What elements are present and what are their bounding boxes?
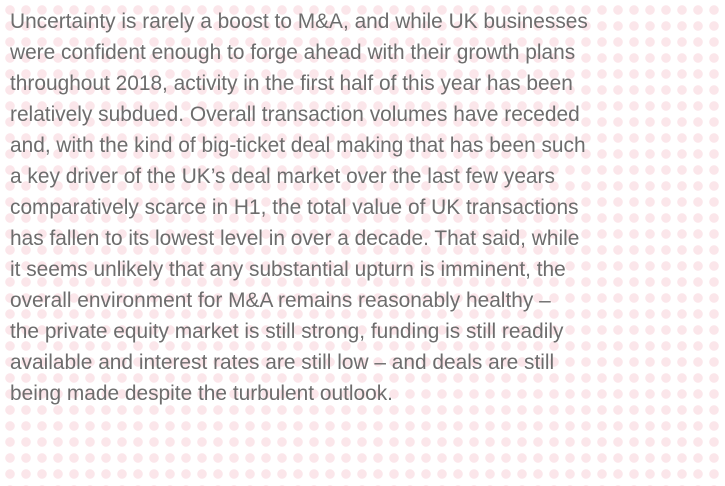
text-line: a key driver of the UK’s deal market ove… bbox=[10, 165, 555, 188]
text-line: it seems unlikely that any substantial u… bbox=[10, 258, 566, 281]
text-line: being made despite the turbulent outlook… bbox=[10, 382, 393, 405]
text-line: were confident enough to forge ahead wit… bbox=[10, 41, 576, 64]
text-line: throughout 2018, activity in the first h… bbox=[10, 72, 573, 95]
text-line: comparatively scarce in H1, the total va… bbox=[10, 196, 579, 219]
paragraph: Uncertainty is rarely a boost to M&A, an… bbox=[10, 6, 725, 409]
text-line: the private equity market is still stron… bbox=[10, 320, 564, 343]
text-line: has fallen to its lowest level in over a… bbox=[10, 227, 580, 250]
text-line: available and interest rates are still l… bbox=[10, 351, 555, 374]
text-line: Uncertainty is rarely a boost to M&A, an… bbox=[10, 10, 588, 33]
text-line: overall environment for M&A remains reas… bbox=[10, 289, 551, 312]
text-line: and, with the kind of big-ticket deal ma… bbox=[10, 134, 586, 157]
text-line: relatively subdued. Overall transaction … bbox=[10, 103, 580, 126]
